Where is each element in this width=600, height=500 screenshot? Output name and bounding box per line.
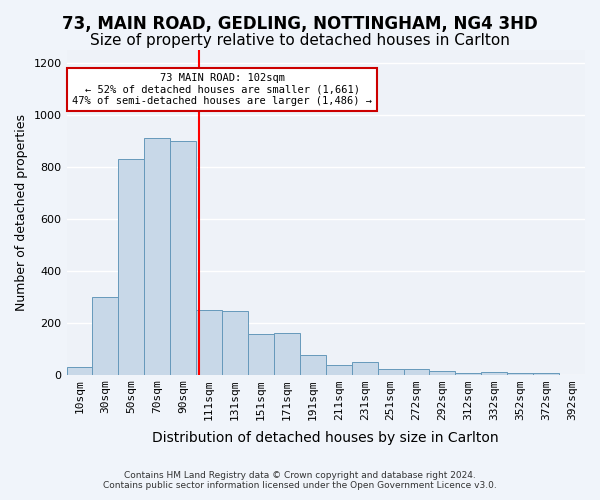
Bar (300, 355, 326, 374)
Bar (248, 334, 274, 374)
X-axis label: Distribution of detached houses by size in Carlton: Distribution of detached houses by size … (152, 431, 499, 445)
Bar (507, 373, 533, 374)
Bar (196, 310, 222, 374)
Bar (481, 372, 507, 374)
Y-axis label: Number of detached properties: Number of detached properties (15, 114, 28, 311)
Bar (533, 373, 559, 374)
Bar (118, 159, 145, 374)
Text: Size of property relative to detached houses in Carlton: Size of property relative to detached ho… (90, 32, 510, 48)
Bar (377, 370, 404, 374)
Bar (92, 296, 118, 374)
Bar (404, 370, 430, 374)
Text: Contains HM Land Registry data © Crown copyright and database right 2024.
Contai: Contains HM Land Registry data © Crown c… (103, 470, 497, 490)
Bar (274, 333, 300, 374)
Bar (67, 366, 92, 374)
Bar (455, 373, 481, 374)
Text: 73, MAIN ROAD, GEDLING, NOTTINGHAM, NG4 3HD: 73, MAIN ROAD, GEDLING, NOTTINGHAM, NG4 … (62, 15, 538, 33)
Text: 73 MAIN ROAD: 102sqm
← 52% of detached houses are smaller (1,661)
47% of semi-de: 73 MAIN ROAD: 102sqm ← 52% of detached h… (72, 72, 372, 106)
Bar (170, 141, 196, 374)
Bar (145, 138, 170, 374)
Bar (352, 362, 377, 374)
Bar (222, 311, 248, 374)
Bar (430, 370, 455, 374)
Bar (326, 366, 352, 374)
